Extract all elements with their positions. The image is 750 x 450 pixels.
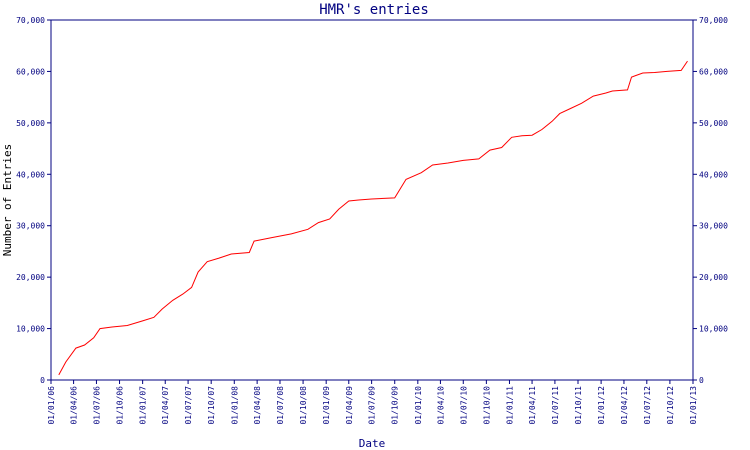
y-tick-label-right: 60,000 [699, 67, 728, 76]
y-axis-label: Number of Entries [1, 144, 14, 257]
x-tick-label: 01/10/10 [482, 386, 491, 425]
y-tick-label-left: 70,000 [16, 16, 45, 25]
x-tick-label: 01/04/08 [253, 386, 262, 425]
x-tick-label: 01/10/11 [574, 386, 583, 425]
x-tick-label: 01/04/12 [620, 386, 629, 425]
plot-frame [50, 19, 694, 381]
y-tick-label-left: 20,000 [16, 273, 45, 282]
x-tick-label: 01/04/09 [345, 386, 354, 425]
x-tick-label: 01/01/10 [414, 386, 423, 425]
y-tick-label-right: 70,000 [699, 16, 728, 25]
x-axis: 01/01/06 01/04/06 01/07/06 01/10/06 01/01/07… [47, 380, 698, 425]
y-tick-label-left: 0 [40, 376, 45, 385]
x-tick-label: 01/07/07 [184, 386, 193, 425]
y-tick-label-right: 30,000 [699, 222, 728, 231]
y-tick-label-right: 20,000 [699, 273, 728, 282]
y-tick-label-left: 10,000 [16, 325, 45, 334]
y-tick-label-left: 50,000 [16, 119, 45, 128]
y-tick-label-right: 50,000 [699, 119, 728, 128]
y-tick-label-right: 10,000 [699, 325, 728, 334]
x-tick-label: 01/01/13 [689, 386, 698, 425]
y-axis-right: 0 10,000 20,000 30,000 40,000 50,000 60,000 70,… [693, 16, 728, 385]
y-tick-label-left: 30,000 [16, 222, 45, 231]
x-tick-label: 01/10/12 [666, 386, 675, 425]
x-tick-label: 01/01/11 [505, 386, 514, 425]
x-tick-label: 01/01/08 [230, 386, 239, 425]
x-tick-label: 01/07/11 [551, 386, 560, 425]
y-tick-label-right: 40,000 [699, 170, 728, 179]
x-tick-label: 01/07/12 [643, 386, 652, 425]
y-axis-left: 0 10,000 20,000 30,000 40,000 50,000 60,000 70,… [16, 16, 51, 385]
x-tick-label: 01/07/08 [276, 386, 285, 425]
x-tick-label: 01/10/06 [116, 386, 125, 425]
x-tick-label: 01/01/06 [47, 386, 56, 425]
x-tick-label: 01/01/07 [139, 386, 148, 425]
x-tick-label: 01/07/09 [368, 386, 377, 425]
x-tick-label: 01/01/09 [322, 386, 331, 425]
x-tick-label: 01/10/09 [391, 386, 400, 425]
x-tick-label: 01/01/12 [597, 386, 606, 425]
y-tick-label-left: 60,000 [16, 67, 45, 76]
x-tick-label: 01/07/06 [92, 386, 101, 425]
series-line [58, 60, 688, 376]
x-tick-label: 01/04/06 [70, 386, 79, 425]
x-tick-label: 01/07/10 [459, 386, 468, 425]
x-tick-label: 01/04/07 [161, 386, 170, 425]
series-group [58, 60, 688, 376]
y-tick-label-right: 0 [699, 376, 704, 385]
x-axis-label: Date [359, 437, 386, 450]
x-tick-label: 01/04/10 [436, 386, 445, 425]
x-tick-label: 01/10/08 [299, 386, 308, 425]
x-tick-label: 01/10/07 [207, 386, 216, 425]
chart-title: HMR's entries [319, 2, 429, 18]
y-tick-label-left: 40,000 [16, 170, 45, 179]
x-tick-label: 01/04/11 [528, 386, 537, 425]
